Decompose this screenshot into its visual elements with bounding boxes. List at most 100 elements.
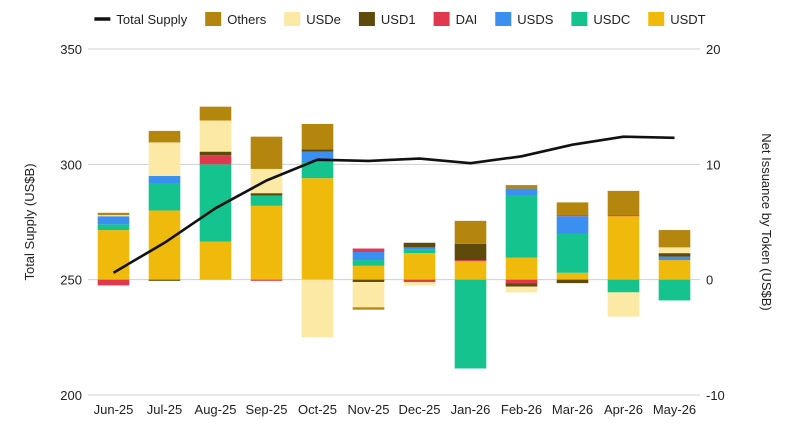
bar-stack-feb-26: [505, 185, 538, 293]
x-tick-label-aug-25: Aug-25: [195, 402, 237, 417]
bar-usdc-apr-26: [607, 279, 640, 293]
legend: Total Supply Others USDe USD1 DAI USDS USDC USD…: [94, 12, 706, 27]
y-right-tick-label: 0: [706, 273, 713, 288]
bar-dai-jan-26: [454, 260, 487, 262]
x-tick-label-dec-25: Dec-25: [399, 402, 441, 417]
bar-usdc-mar-26: [556, 233, 589, 273]
bar-others-aug-25: [199, 106, 232, 121]
x-tick-label-feb-26: Feb-26: [501, 402, 542, 417]
bar-usde-dec-25: [403, 281, 436, 286]
bar-usd1-dec-25: [403, 242, 436, 248]
bar-others-jul-25: [148, 130, 181, 143]
bar-usds-jun-25: [97, 216, 130, 225]
x-tick-label-may-26: May-26: [653, 402, 696, 417]
bar-usd1-jan-26: [454, 243, 487, 261]
bar-stack-jul-25: [148, 130, 181, 281]
legend-label: Others: [227, 12, 267, 27]
bar-usdc-jul-25: [148, 183, 181, 211]
bar-usds-oct-25: [301, 151, 334, 163]
bar-usdc-sep-25: [250, 195, 283, 206]
bar-usdc-jun-25: [97, 224, 130, 231]
legend-item-others: Others: [205, 12, 267, 27]
bar-usds-jul-25: [148, 175, 181, 184]
bar-stack-oct-25: [301, 123, 334, 338]
x-tick-label-nov-25: Nov-25: [348, 402, 390, 417]
total-supply-line: [112, 135, 675, 274]
legend-label: USDC: [593, 12, 630, 27]
bar-usd1-mar-26: [556, 279, 589, 284]
bar-others-jan-26: [454, 220, 487, 244]
bar-others-jun-25: [97, 212, 130, 216]
bar-others-apr-26: [607, 190, 640, 216]
legend-label: USDS: [517, 12, 553, 27]
bar-others-oct-25: [301, 123, 334, 150]
line-total-supply: [112, 135, 675, 274]
bar-dai-apr-26: [607, 215, 640, 217]
bar-usd1-aug-25: [199, 151, 232, 156]
legend-label: DAI: [456, 12, 478, 27]
bar-usd1-feb-26: [505, 283, 538, 287]
bar-dai-nov-25: [352, 248, 385, 252]
bar-usd1-may-26: [658, 253, 691, 257]
bar-usdt-nov-25: [352, 265, 385, 280]
bar-usdt-feb-26: [505, 257, 538, 280]
bar-stack-sep-25: [250, 136, 283, 281]
bar-others-may-26: [658, 230, 691, 248]
bar-usd1-jul-25: [148, 279, 181, 281]
bar-dai-jun-25: [97, 279, 130, 286]
bar-usdc-feb-26: [505, 195, 538, 258]
bar-stack-mar-26: [556, 202, 589, 284]
bar-stack-nov-25: [352, 248, 385, 310]
legend-item-usdt: USDT: [648, 12, 706, 27]
legend-label: USD1: [381, 12, 416, 27]
legend-swatch: [284, 12, 301, 26]
x-tick-label-mar-26: Mar-26: [552, 402, 593, 417]
legend-label: USDT: [670, 12, 705, 27]
legend-label: USDe: [306, 12, 341, 27]
bar-usde-may-26: [658, 247, 691, 254]
bar-dai-sep-25: [250, 279, 283, 281]
bar-usde-nov-25: [352, 281, 385, 308]
bar-usdt-dec-25: [403, 253, 436, 280]
bar-usds-dec-25: [403, 247, 436, 250]
bar-usdt-mar-26: [556, 272, 589, 280]
bar-usds-feb-26: [505, 188, 538, 196]
bar-others-nov-25: [352, 307, 385, 310]
legend-swatch: [495, 12, 512, 26]
bar-others-mar-26: [556, 202, 589, 216]
bar-usde-oct-25: [301, 279, 334, 338]
bar-usdt-apr-26: [607, 216, 640, 280]
bar-usd1-nov-25: [352, 279, 385, 282]
bar-dai-dec-25: [403, 279, 436, 282]
bar-usde-feb-26: [505, 286, 538, 293]
legend-swatch: [648, 12, 665, 26]
bar-stack-apr-26: [607, 190, 640, 317]
legend-item-usd1: USD1: [358, 12, 416, 27]
gridlines: [88, 48, 700, 396]
bar-usdt-jan-26: [454, 261, 487, 280]
bar-usde-apr-26: [607, 292, 640, 317]
bar-usdc-nov-25: [352, 260, 385, 266]
bar-usdt-oct-25: [301, 178, 334, 280]
bar-usd1-oct-25: [301, 149, 334, 152]
bar-others-feb-26: [505, 185, 538, 189]
bar-usdt-sep-25: [250, 205, 283, 280]
legend-item-dai: DAI: [433, 12, 478, 27]
y-axis-left-title: Total Supply (US$B): [22, 163, 37, 280]
y-right-tick-label: 20: [706, 42, 720, 57]
legend-swatch: [571, 12, 588, 26]
bar-usds-may-26: [658, 256, 691, 261]
bar-stack-jan-26: [454, 220, 487, 369]
bar-usds-nov-25: [352, 251, 385, 261]
bar-usdc-jan-26: [454, 279, 487, 369]
bar-usde-jun-25: [97, 215, 130, 217]
bar-others-sep-25: [250, 136, 283, 169]
legend-item-total-supply: Total Supply: [94, 12, 188, 27]
x-tick-label-jan-26: Jan-26: [451, 402, 491, 417]
y-left-tick-label: 250: [60, 273, 82, 288]
bar-stack-aug-25: [199, 106, 232, 280]
bar-stacks: [97, 106, 691, 369]
axes: 200 250 300 350 -10 0 10 20 Jun-25 Jul-25 Aug-25 Se…: [60, 42, 725, 417]
bar-usds-mar-26: [556, 216, 589, 234]
